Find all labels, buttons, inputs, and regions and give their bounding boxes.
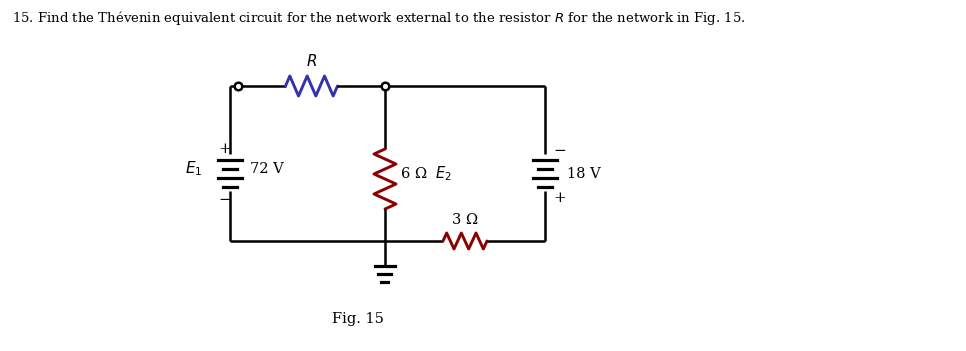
Text: Fig. 15: Fig. 15	[331, 312, 384, 326]
Text: 18 V: 18 V	[567, 167, 601, 181]
Text: $R$: $R$	[306, 53, 317, 69]
Text: $-$: $-$	[553, 142, 566, 156]
Text: $E_1$: $E_1$	[185, 160, 202, 178]
Text: 3 Ω: 3 Ω	[452, 213, 478, 227]
Text: $-$: $-$	[218, 191, 232, 205]
Text: $E_2$: $E_2$	[435, 165, 452, 183]
Text: 72 V: 72 V	[250, 162, 284, 176]
Text: 6 Ω: 6 Ω	[401, 167, 427, 181]
Text: 15. Find the Thévenin equivalent circuit for the network external to the resisto: 15. Find the Thévenin equivalent circuit…	[12, 9, 746, 27]
Text: +: +	[218, 142, 232, 156]
Text: +: +	[553, 191, 566, 205]
